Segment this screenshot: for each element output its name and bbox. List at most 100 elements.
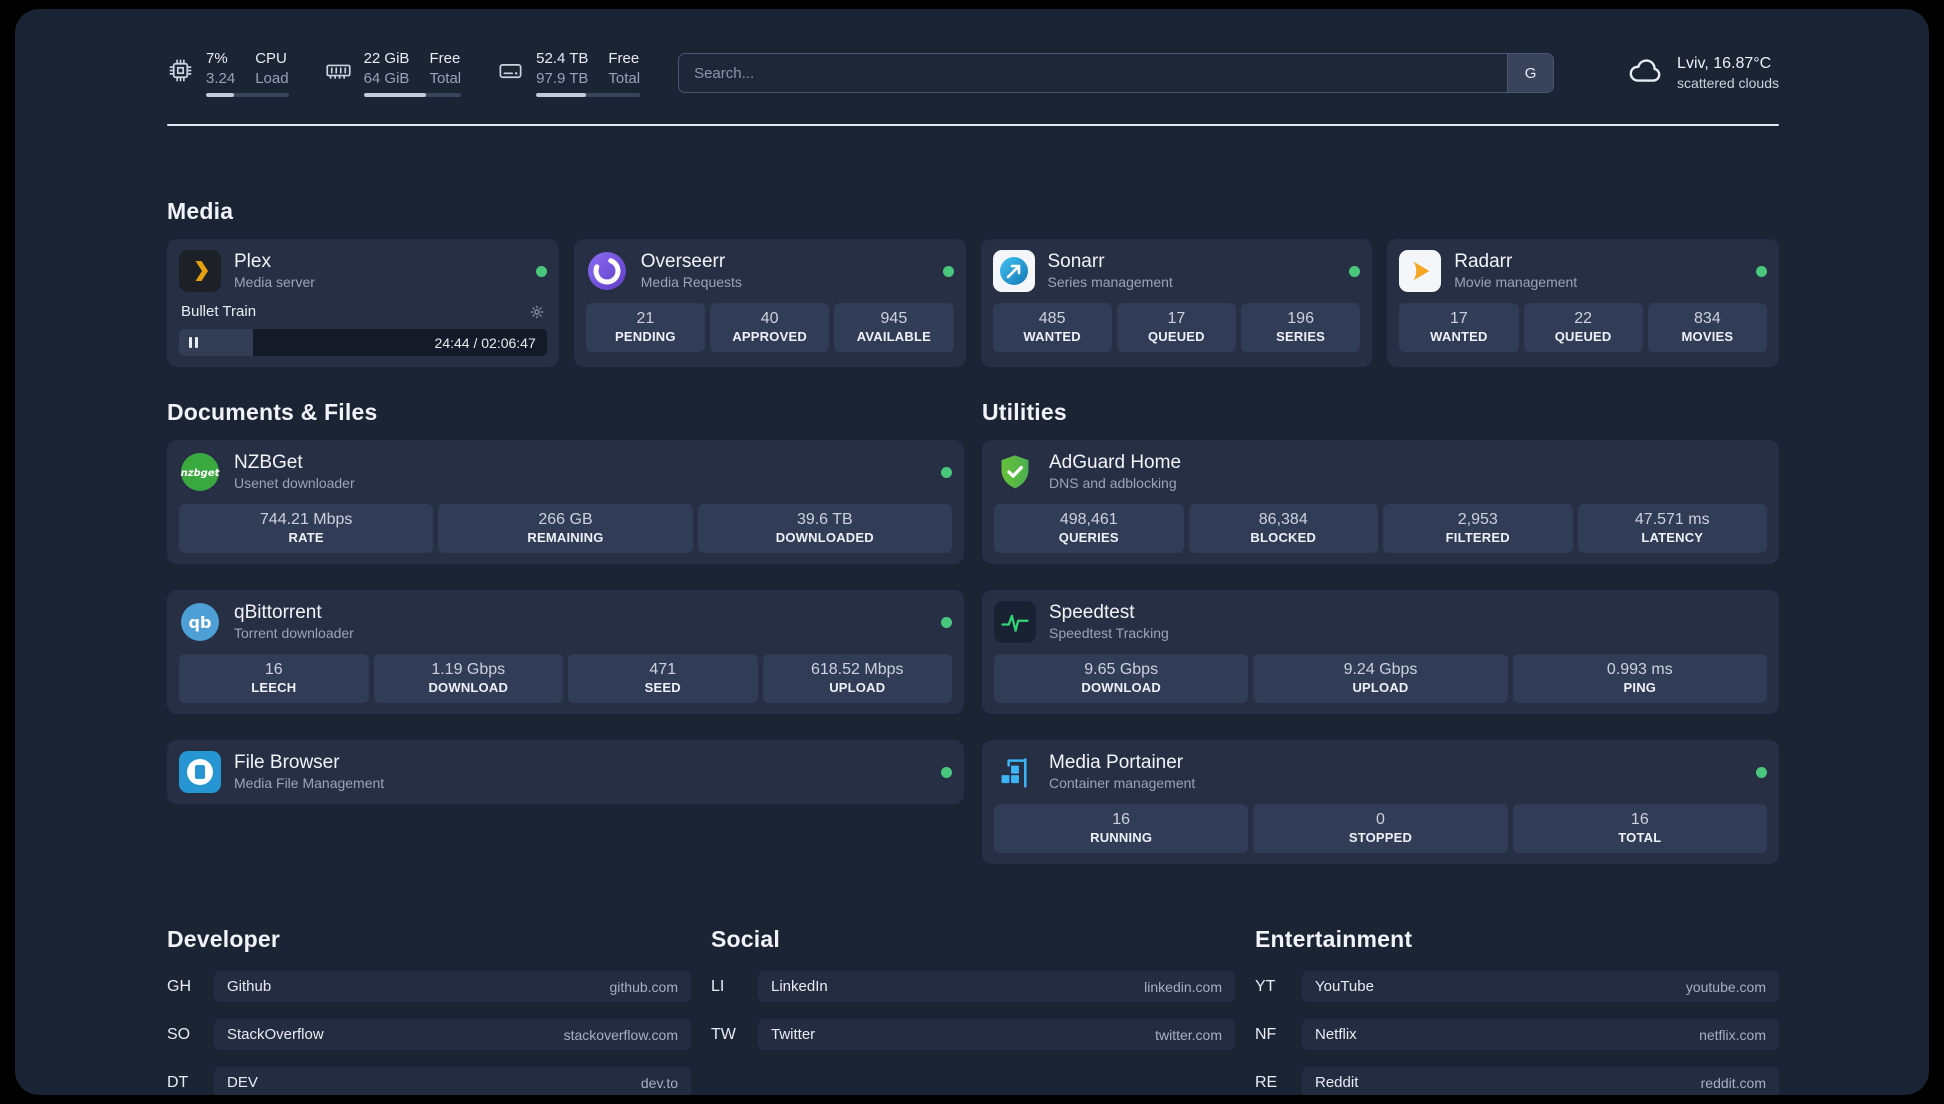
ram-free-value: 22 GiB [363, 50, 410, 67]
stat-tile-queries: 498,461 QUERIES [994, 504, 1184, 553]
bookmark-link-twitter[interactable]: Twitter twitter.com [758, 1019, 1235, 1050]
stat-tile-seed: 471 SEED [568, 654, 758, 703]
pause-icon[interactable] [189, 337, 198, 348]
app-subtitle: Media File Management [234, 775, 385, 792]
speedtest-icon [994, 601, 1036, 643]
app-subtitle: DNS and adblocking [1049, 475, 1177, 492]
weather-widget: Lviv, 16.87°C scattered clouds [1626, 52, 1779, 95]
bookmark-abbr: LI [711, 977, 725, 995]
app-card-filebrowser[interactable]: File Browser Media File Management [167, 740, 964, 804]
bookmark-link-youtube[interactable]: YouTube youtube.com [1302, 971, 1779, 1002]
status-indicator [941, 616, 952, 628]
search-engine-button[interactable]: G [1507, 54, 1554, 92]
app-card-nzbget[interactable]: nzbget NZBGet Usenet downloader 744.21 M… [167, 440, 964, 564]
stat-tile-latency: 47.571 ms LATENCY [1577, 504, 1767, 553]
filebrowser-icon [179, 751, 221, 793]
app-card-plex[interactable]: Plex Media server Bullet Train 24:44 / 0… [167, 239, 559, 367]
app-card-adguard[interactable]: AdGuard Home DNS and adblocking 498,461 … [982, 440, 1779, 564]
adguard-icon [994, 451, 1036, 493]
app-card-portainer[interactable]: Media Portainer Container management 16 … [982, 740, 1779, 864]
cpu-percent: 7% [206, 50, 228, 67]
dashboard-panel: 7% 3.24 CPU Load [15, 9, 1929, 1095]
bookmark-row-dev: DT DEV dev.to [167, 1067, 691, 1095]
ram-free-label: Free [429, 50, 461, 67]
bookmark-link-reddit[interactable]: Reddit reddit.com [1302, 1067, 1779, 1095]
ram-progress-fill [363, 93, 426, 97]
status-indicator [1349, 265, 1361, 277]
disk-stat: 52.4 TB 97.9 TB Free Total [497, 49, 641, 97]
cpu-load-label: Load [255, 69, 289, 87]
top-bar: 7% 3.24 CPU Load [167, 49, 1779, 97]
bookmark-link-github[interactable]: Github github.com [214, 971, 691, 1002]
ram-icon [325, 57, 352, 89]
stat-tile-remaining: 266 GB REMAINING [438, 504, 693, 553]
stat-tile-wanted: 17 WANTED [1399, 303, 1519, 352]
status-indicator [942, 265, 954, 277]
app-name: File Browser [234, 752, 340, 774]
cpu-load-value: 3.24 [206, 69, 236, 87]
stat-tile-ping: 0.993 ms PING [1512, 654, 1767, 703]
weather-location: Lviv, 16.87°C [1677, 54, 1772, 72]
section-title-developer: Developer [167, 926, 281, 952]
cpu-stat: 7% 3.24 CPU Load [167, 49, 289, 97]
media-grid: Plex Media server Bullet Train 24:44 / 0… [167, 239, 1779, 367]
app-name: Plex [234, 251, 271, 273]
app-card-radarr[interactable]: Radarr Movie management 17 WANTED 22 QUE… [1387, 239, 1779, 367]
stat-tile-running: 16 RUNNING [994, 804, 1249, 853]
disk-progress-track [536, 93, 641, 97]
status-indicator [535, 265, 547, 277]
now-playing-title: Bullet Train [181, 303, 257, 320]
bookmark-abbr: TW [711, 1025, 736, 1043]
app-card-qbittorrent[interactable]: qb qBittorrent Torrent downloader 16 LEE… [167, 590, 964, 714]
media-progress-bar[interactable]: 24:44 / 02:06:47 [179, 329, 547, 356]
disk-free-value: 52.4 TB [536, 50, 589, 67]
cpu-progress-track [206, 93, 289, 97]
stat-tile-blocked: 86,384 BLOCKED [1188, 504, 1378, 553]
bookmark-row-stackoverflow: SO StackOverflow stackoverflow.com [167, 1019, 691, 1050]
bookmark-link-netflix[interactable]: Netflix netflix.com [1302, 1019, 1779, 1050]
status-indicator [1756, 265, 1767, 277]
stat-tile-rate: 744.21 Mbps RATE [179, 504, 434, 553]
bookmarks-area: Developer GH Github github.com SO StackO… [167, 926, 1779, 1095]
stat-tile-wanted: 485 WANTED [992, 303, 1112, 352]
status-indicator [941, 466, 952, 478]
app-name: Overseerr [640, 251, 726, 273]
nzbget-icon: nzbget [179, 451, 221, 493]
cpu-progress-fill [206, 93, 235, 97]
search-bar: G [678, 53, 1555, 93]
radarr-icon [1399, 250, 1442, 292]
plex-icon [179, 250, 221, 292]
documents-column: Documents & Files nzbget NZBGet U [167, 399, 964, 864]
disk-total-value: 97.9 TB [536, 69, 589, 87]
app-name: Media Portainer [1049, 752, 1184, 774]
app-card-speedtest[interactable]: Speedtest Speedtest Tracking 9.65 Gbps D… [982, 590, 1779, 714]
app-subtitle: Container management [1049, 775, 1196, 792]
svg-text:qb: qb [189, 613, 212, 632]
app-name: Sonarr [1047, 251, 1105, 273]
bookmark-link-dev[interactable]: DEV dev.to [214, 1067, 691, 1095]
bookmark-link-stackoverflow[interactable]: StackOverflow stackoverflow.com [214, 1019, 691, 1050]
bookmark-link-linkedin[interactable]: LinkedIn linkedin.com [758, 971, 1235, 1002]
cpu-label: CPU [255, 50, 287, 67]
app-name: AdGuard Home [1049, 452, 1182, 474]
disk-progress-fill [536, 93, 587, 97]
bookmark-row-linkedin: LI LinkedIn linkedin.com [711, 971, 1235, 1002]
bookmarks-developer: Developer GH Github github.com SO StackO… [167, 926, 691, 1095]
stat-tile-downloaded: 39.6 TB DOWNLOADED [697, 504, 952, 553]
section-title-entertainment: Entertainment [1255, 926, 1413, 952]
bookmark-abbr: RE [1255, 1073, 1278, 1091]
status-indicator [1756, 766, 1767, 778]
svg-text:nzbget: nzbget [181, 468, 221, 479]
app-subtitle: Media server [234, 274, 315, 291]
gear-icon[interactable] [529, 304, 545, 320]
app-name: qBittorrent [234, 602, 322, 624]
search-input[interactable] [679, 64, 1508, 82]
app-card-sonarr[interactable]: Sonarr Series management 485 WANTED 17 Q… [980, 239, 1373, 367]
stat-tile-movies: 834 MOVIES [1647, 303, 1767, 352]
stat-tile-total: 16 TOTAL [1512, 804, 1767, 853]
section-title-documents: Documents & Files [167, 399, 378, 425]
bookmark-row-youtube: YT YouTube youtube.com [1255, 971, 1779, 1002]
app-card-overseerr[interactable]: Overseerr Media Requests 21 PENDING 40 A… [573, 239, 966, 367]
bookmark-abbr: SO [167, 1025, 191, 1043]
ram-total-label: Total [429, 69, 462, 87]
